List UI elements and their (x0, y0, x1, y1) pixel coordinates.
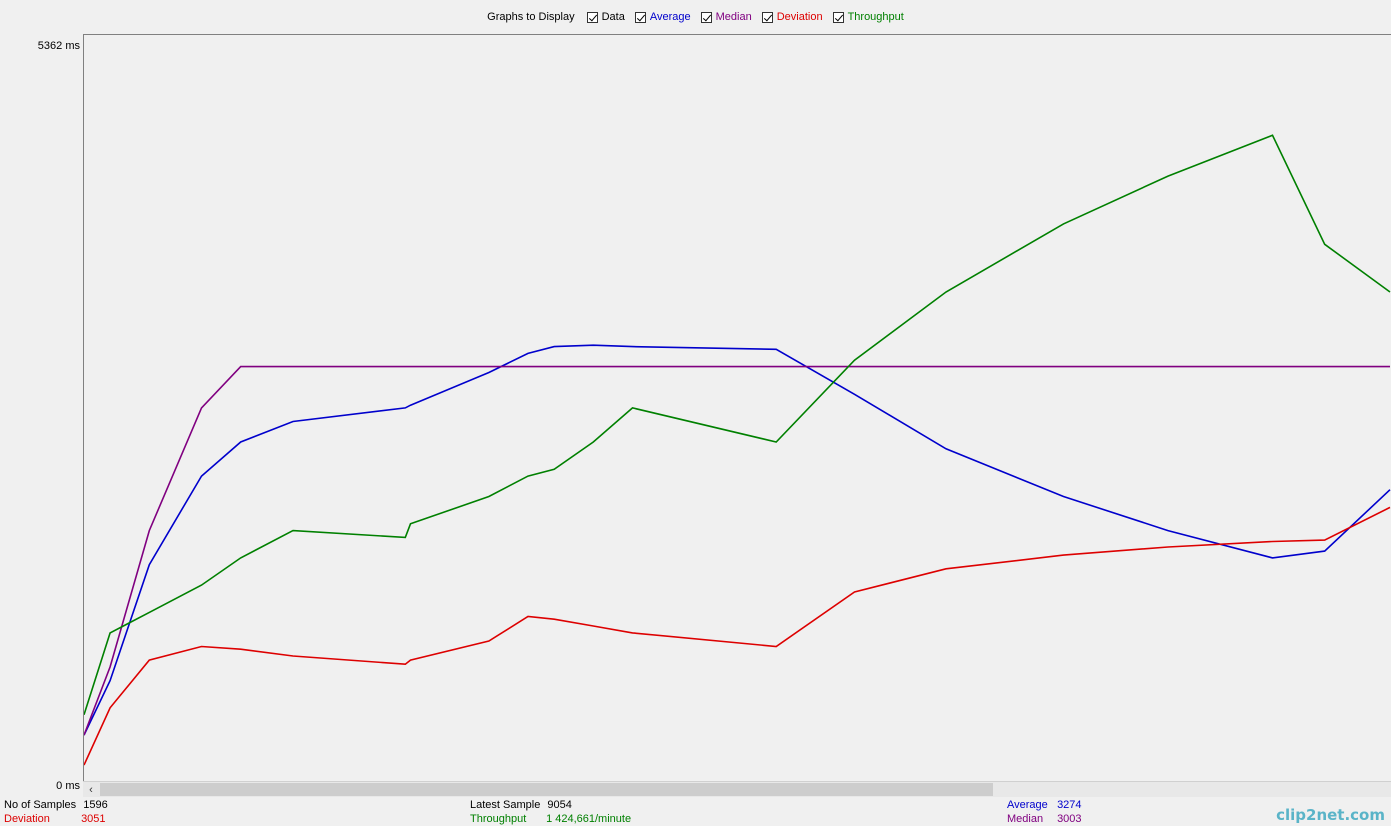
toggle-data[interactable]: Data (586, 11, 625, 23)
checkbox-throughput[interactable] (832, 11, 844, 23)
checkbox-deviation[interactable] (761, 11, 773, 23)
watermark-logo: clip2net.com (1276, 806, 1385, 824)
checkbox-median[interactable] (700, 11, 712, 23)
graphs-to-display-bar: Graphs to Display Data Average Median De… (0, 0, 1391, 34)
median-label: Median (1007, 813, 1044, 825)
median-value: 3003 (1057, 813, 1082, 825)
toggle-average-label: Average (649, 11, 691, 23)
graph-canvas (83, 34, 1391, 781)
throughput-label: Throughput (470, 813, 527, 825)
series-line-average (84, 344, 1391, 736)
graphs-to-display-caption: Graphs to Display (487, 11, 575, 23)
deviation-stat: Deviation 3051 (4, 813, 106, 825)
average-stat: Average 3274 (1007, 799, 1082, 811)
y-axis-max-label: 5362 ms (37, 40, 80, 52)
toggle-average[interactable]: Average (634, 11, 691, 23)
checkbox-data[interactable] (586, 11, 598, 23)
latest-sample-stat: Latest Sample 9054 (470, 799, 572, 811)
median-stat: Median 3003 (1007, 813, 1082, 825)
toggle-median-label: Median (715, 11, 752, 23)
series-line-median (84, 365, 1390, 736)
series-line-throughput (84, 134, 1391, 715)
samples-label: No of Samples (4, 799, 77, 811)
latest-sample-label: Latest Sample (470, 799, 541, 811)
series-line-deviation (84, 506, 1391, 766)
checkbox-average[interactable] (634, 11, 646, 23)
scroll-thumb[interactable] (100, 783, 993, 796)
horizontal-scrollbar[interactable]: ‹ (83, 781, 1391, 797)
deviation-value: 3051 (81, 813, 106, 825)
toggle-throughput-label: Throughput (847, 11, 904, 23)
toggle-deviation-label: Deviation (776, 11, 823, 23)
toggle-data-label: Data (601, 11, 625, 23)
samples-value: 1596 (83, 799, 108, 811)
latest-sample-value: 9054 (547, 799, 572, 811)
graph-svg (84, 134, 1391, 766)
throughput-stat: Throughput 1 424,661/minute (470, 813, 631, 825)
toggle-throughput[interactable]: Throughput (832, 11, 904, 23)
average-label: Average (1007, 799, 1048, 811)
deviation-label: Deviation (4, 813, 50, 825)
samples-stat: No of Samples 1596 (4, 799, 108, 811)
y-axis-min-label: 0 ms (56, 780, 80, 792)
toggle-median[interactable]: Median (700, 11, 752, 23)
throughput-value: 1 424,661/minute (546, 813, 632, 825)
toggle-deviation[interactable]: Deviation (761, 11, 823, 23)
scroll-left-arrow-icon[interactable]: ‹ (89, 783, 93, 796)
average-value: 3274 (1057, 799, 1082, 811)
